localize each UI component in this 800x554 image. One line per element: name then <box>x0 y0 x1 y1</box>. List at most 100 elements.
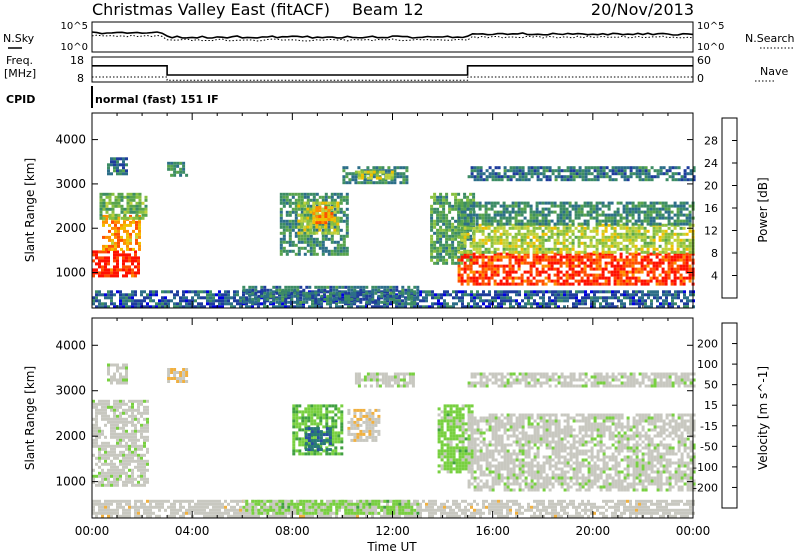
range-cell <box>542 302 545 306</box>
range-cell <box>659 296 662 300</box>
range-cell <box>279 207 283 211</box>
range-cell <box>643 241 647 245</box>
range-cell <box>375 166 379 170</box>
range-cell <box>95 299 98 303</box>
range-cell <box>92 402 95 406</box>
range-cell <box>288 222 292 226</box>
range-cell <box>508 244 512 248</box>
range-cell <box>272 297 276 301</box>
range-cell <box>644 166 648 170</box>
range-cell <box>656 305 659 309</box>
data-patch-13 <box>457 201 695 226</box>
range-cell <box>652 273 656 277</box>
range-cell <box>116 483 119 487</box>
range-cell <box>436 240 440 244</box>
range-cell <box>120 223 123 227</box>
range-cell <box>107 414 110 418</box>
range-cell <box>315 231 319 235</box>
range-cell <box>318 215 322 219</box>
range-cell <box>463 267 467 271</box>
range-cell <box>309 207 313 211</box>
range-cell <box>104 471 107 475</box>
range-cell <box>101 480 104 484</box>
range-cell <box>342 237 346 241</box>
range-cell <box>466 235 470 239</box>
range-cell <box>533 290 536 294</box>
range-cell <box>312 201 316 205</box>
range-cell <box>556 250 560 254</box>
range-cell <box>517 210 521 214</box>
range-cell <box>92 259 95 263</box>
range-cell <box>530 175 534 179</box>
range-cell <box>114 201 118 205</box>
range-cell <box>548 290 551 294</box>
range-cell <box>129 220 132 224</box>
range-cell <box>523 255 527 259</box>
range-cell <box>652 229 656 233</box>
range-cell <box>466 237 470 241</box>
range-cell <box>350 297 354 301</box>
range-cell <box>584 178 588 182</box>
range-cell <box>593 299 596 303</box>
range-cell <box>646 270 650 274</box>
range-cell <box>306 192 310 196</box>
range-cell <box>502 204 506 208</box>
range-cell <box>581 299 584 303</box>
range-cell <box>598 258 602 262</box>
range-cell <box>149 296 152 300</box>
range-cell <box>104 483 107 487</box>
range-cell <box>143 423 146 427</box>
range-cell <box>318 228 322 232</box>
range-cell <box>284 285 288 289</box>
range-cell <box>443 305 446 309</box>
range-cell <box>170 377 174 380</box>
range-cell <box>571 204 575 208</box>
range-cell <box>110 444 113 448</box>
range-cell <box>478 207 482 211</box>
range-cell <box>296 294 300 298</box>
range-cell <box>176 371 180 374</box>
range-cell <box>533 169 537 173</box>
range-cell <box>640 270 644 274</box>
range-cell <box>299 300 303 304</box>
range-cell <box>563 305 566 309</box>
range-cell <box>110 417 113 421</box>
range-cell <box>472 270 476 274</box>
range-cell <box>298 428 302 432</box>
range-cell <box>402 172 406 176</box>
range-cell <box>646 252 650 256</box>
range-cell <box>114 235 117 239</box>
range-cell <box>587 169 591 173</box>
range-cell <box>515 302 518 306</box>
range-cell <box>547 250 551 254</box>
range-cell <box>559 264 563 268</box>
range-cell <box>134 417 137 421</box>
range-cell <box>521 166 525 170</box>
range-cell <box>309 252 313 256</box>
range-cell <box>677 290 680 294</box>
range-cell <box>628 229 632 233</box>
range-cell <box>583 226 587 230</box>
range-cell <box>484 204 488 208</box>
range-cell <box>272 285 276 289</box>
range-cell <box>469 258 473 262</box>
range-cell <box>568 250 572 254</box>
range-cell <box>505 252 509 256</box>
range-cell <box>482 293 485 297</box>
range-cell <box>500 178 504 182</box>
range-cell <box>511 279 515 283</box>
range-cell <box>629 166 633 170</box>
range-cell <box>299 296 302 300</box>
range-cell <box>598 213 602 217</box>
range-cell <box>529 207 533 211</box>
range-cell <box>676 270 680 274</box>
range-cell <box>664 216 668 220</box>
range-cell <box>583 282 587 286</box>
range-cell <box>140 456 143 460</box>
range-cell <box>638 178 642 182</box>
range-cell <box>116 381 119 385</box>
range-cell <box>140 471 143 475</box>
range-cell <box>332 288 336 292</box>
range-cell <box>491 169 495 173</box>
range-cell <box>285 228 289 232</box>
